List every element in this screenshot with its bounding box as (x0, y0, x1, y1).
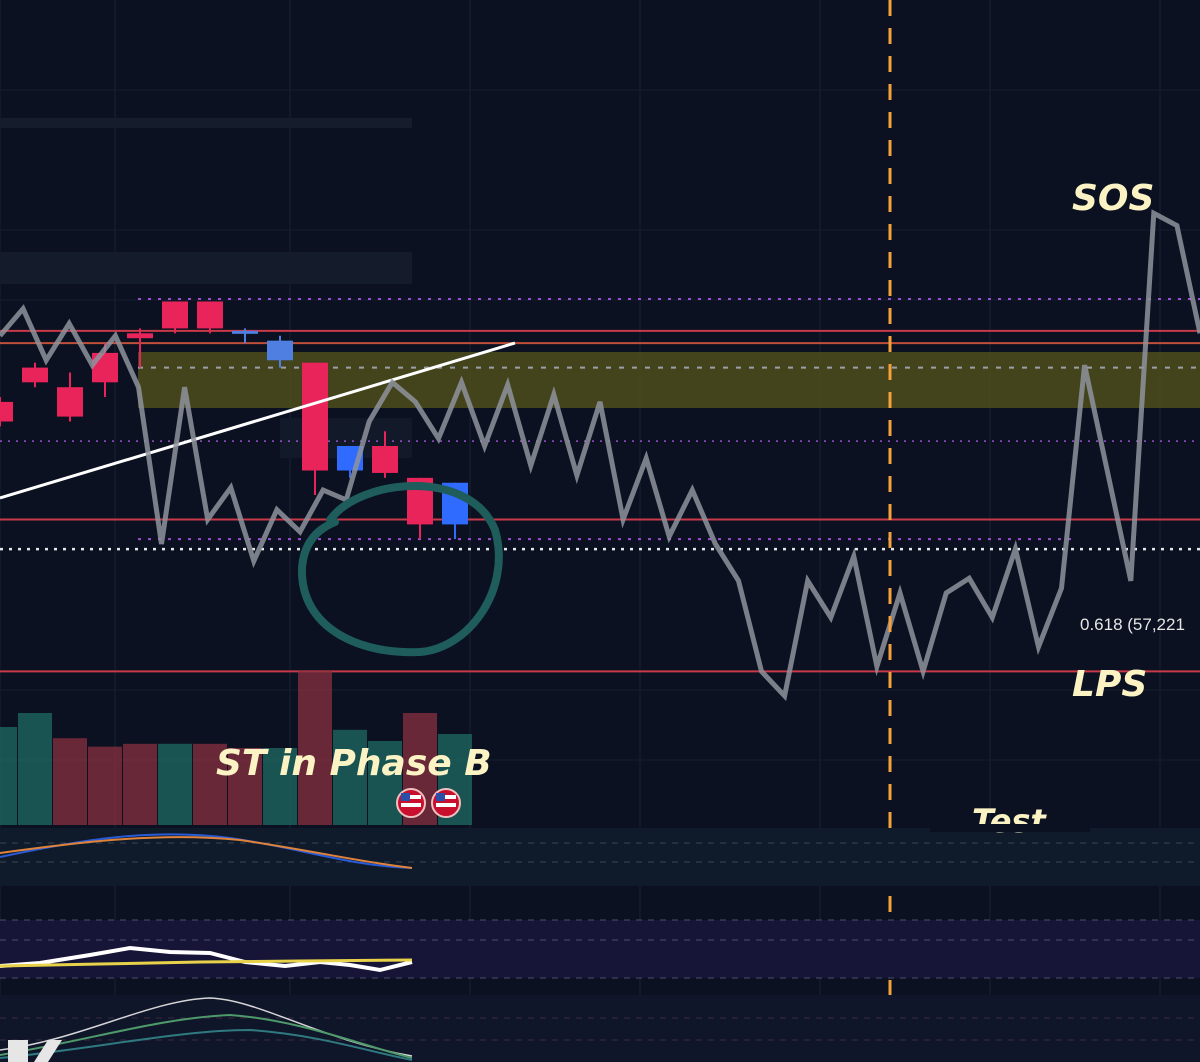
candle-body (197, 301, 223, 329)
fib-level-label: 0.618 (57,221 (1080, 615, 1185, 634)
candle-body (22, 367, 48, 383)
info-panel-bar (0, 118, 412, 128)
label-sos: SOS (1072, 178, 1154, 219)
oscillator-signal (0, 1013, 413, 1059)
test-label-mask (930, 824, 1090, 832)
tradingview-logo (8, 1040, 62, 1062)
volume-bars (0, 671, 472, 825)
macd-signal-line (0, 836, 413, 869)
volume-bar (193, 743, 227, 825)
volume-bar (88, 746, 122, 825)
trendline (0, 341, 516, 500)
volume-bar (158, 743, 192, 825)
rsi-line (0, 945, 413, 973)
candle-body (162, 301, 188, 329)
label-lps: LPS (1072, 664, 1147, 705)
volume-bar (123, 743, 157, 825)
volume-bar (298, 671, 332, 825)
projection-line (0, 209, 1200, 702)
projection-path (0, 209, 1200, 702)
supply-zone (138, 352, 1200, 408)
highlight-circle (297, 482, 503, 657)
candle-body (127, 333, 153, 339)
label-test: Test (972, 802, 1047, 840)
oscillator-histogram (0, 1028, 413, 1061)
rsi-ma-line (0, 958, 413, 968)
us-flag-icon (396, 788, 426, 818)
volume-bar (18, 713, 52, 825)
candle-body (0, 401, 13, 422)
candle-body (302, 362, 328, 471)
candle-body (57, 387, 83, 417)
price-levels (0, 298, 1200, 673)
candle-body (267, 340, 293, 361)
rsi-pane (0, 920, 1200, 978)
candle-body (372, 446, 398, 473)
volume-bar (228, 748, 262, 825)
volume-bar (263, 748, 297, 825)
volume-bar (53, 738, 87, 825)
us-flag-icon (431, 788, 461, 818)
volume-bar (333, 729, 367, 825)
volume-bar (0, 727, 17, 825)
candle-body (232, 330, 258, 334)
info-panel-block (0, 252, 412, 284)
indicator-panes (0, 828, 1200, 1062)
oscillator-pane (0, 995, 1200, 1062)
label-st-phase-b: ST in Phase B (216, 743, 492, 784)
volume-bar (368, 741, 402, 825)
